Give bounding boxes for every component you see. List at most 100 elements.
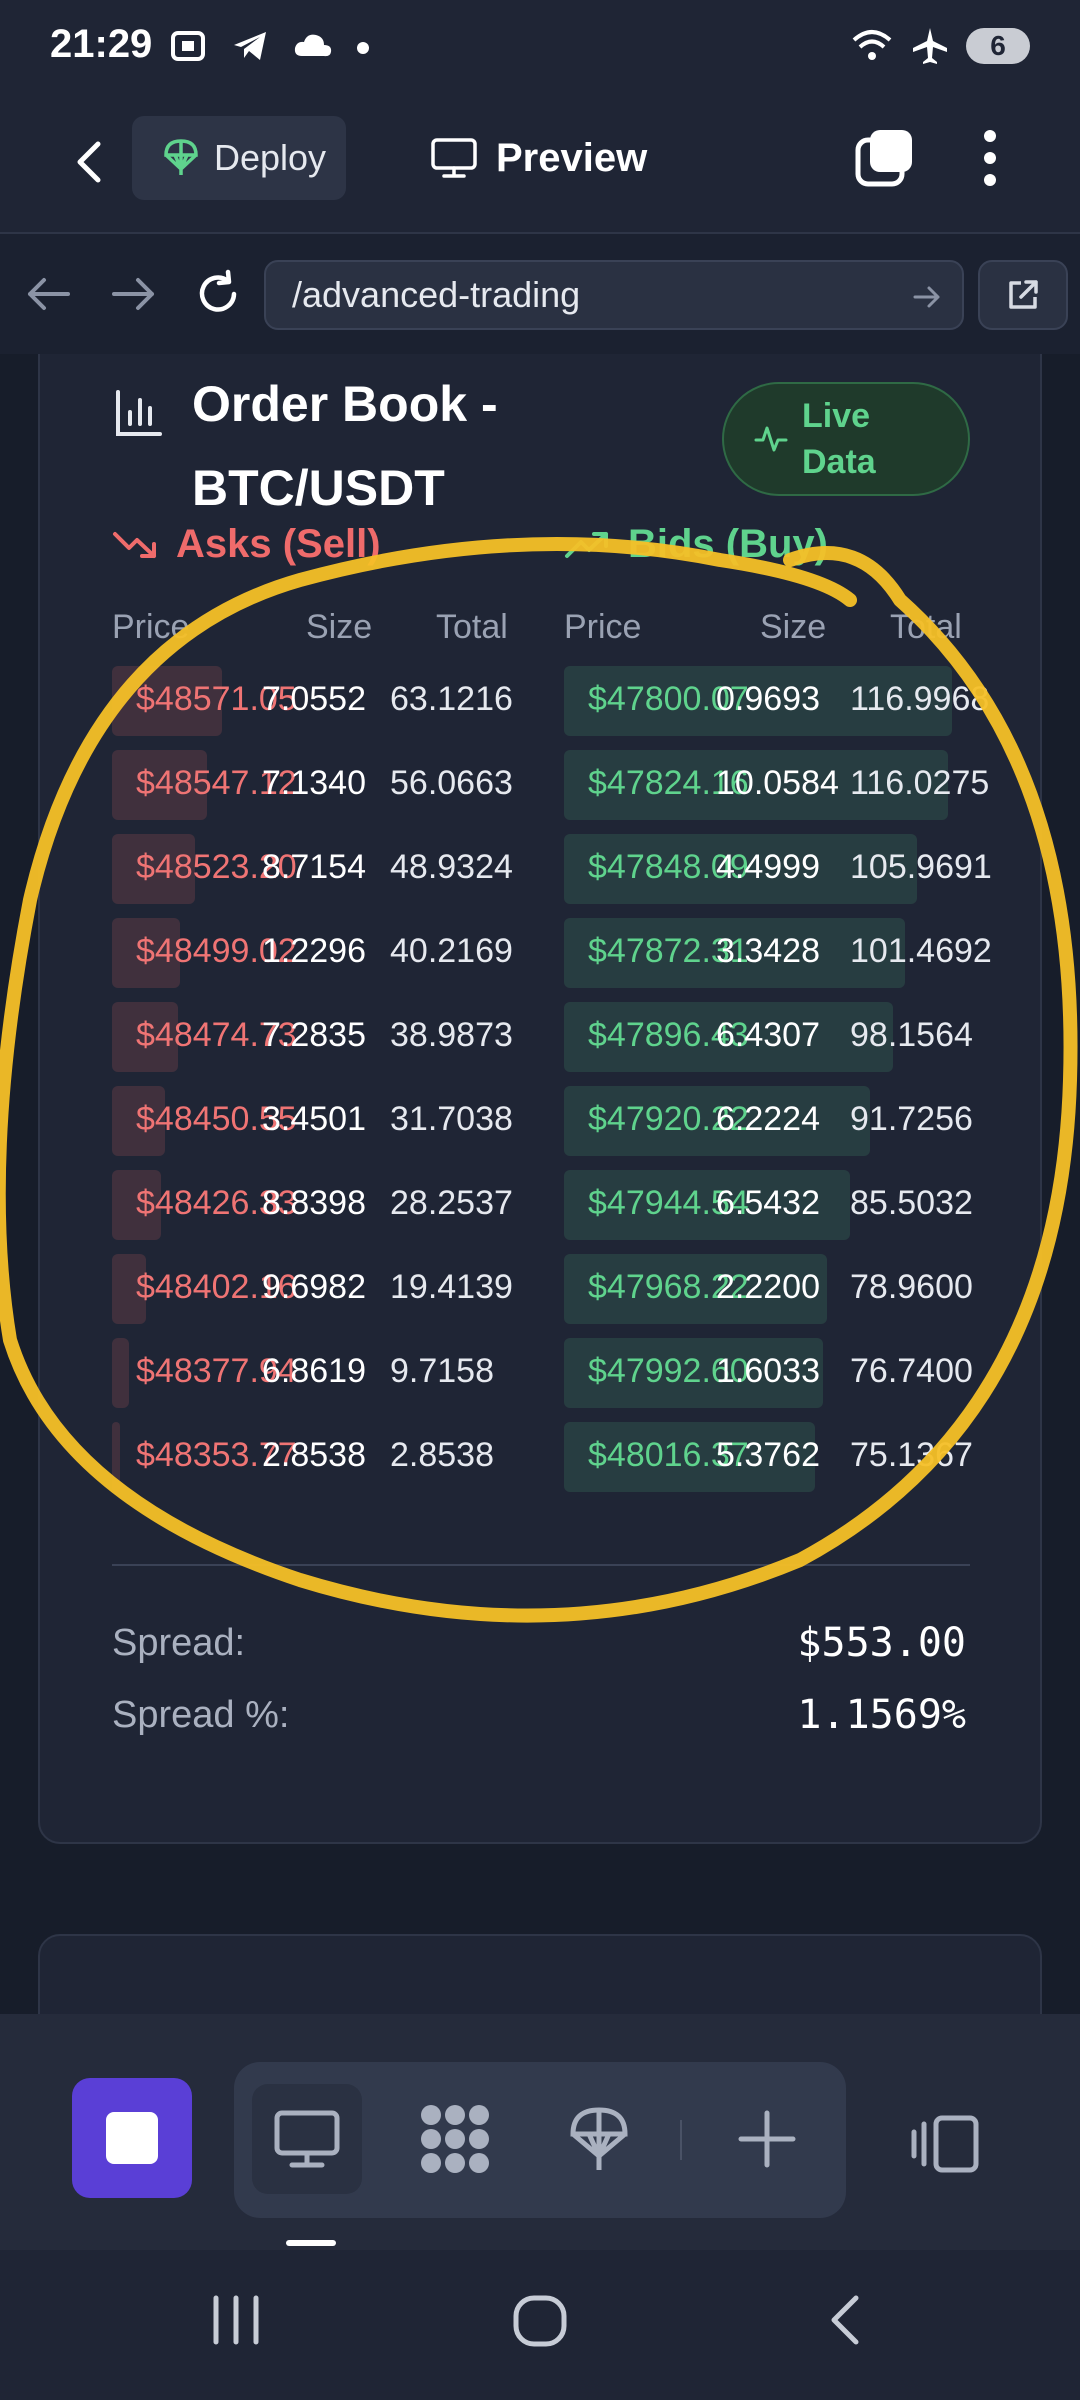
asks-label: Asks (Sell) [176,522,381,566]
ask-total: 31.7038 [390,1100,513,1138]
bid-size: 10.0584 [716,764,839,802]
dot-icon [357,42,369,54]
activity-icon [754,426,788,452]
ask-row[interactable]: $48450.55 3.4501 31.7038 [112,1086,542,1156]
status-bar: 21:29 6 [0,0,1080,96]
ask-row[interactable]: $48426.33 8.8398 28.2537 [112,1170,542,1240]
ask-size: 8.7154 [262,848,366,886]
side-panel-icon[interactable] [908,2114,982,2174]
ask-row[interactable]: $48402.16 9.6982 19.4139 [112,1254,542,1324]
open-external-button[interactable] [978,260,1068,330]
asks-price-header: Price [112,608,190,646]
ask-row[interactable]: $48499.02 1.2296 40.2169 [112,918,542,988]
bid-total: 76.7400 [850,1352,973,1390]
apps-tool-button[interactable] [400,2084,510,2194]
reload-icon[interactable] [192,268,244,320]
ask-total: 19.4139 [390,1268,513,1306]
screenshot-icon [171,31,205,61]
browser-forward-icon[interactable] [108,272,160,316]
battery-level: 6 [990,30,1006,61]
ask-total: 48.9324 [390,848,513,886]
bid-row[interactable]: $47824.16 10.0584 116.0275 [564,750,994,820]
bid-row[interactable]: $47800.07 0.9693 116.9968 [564,666,994,736]
grid-blob-icon [421,2105,489,2173]
telegram-icon [234,32,266,60]
page-content[interactable]: Order Book - BTC/USDT Live Data Asks (Se… [0,354,1080,2014]
tool-separator [680,2120,682,2160]
tool-group [234,2062,846,2218]
ask-total: 63.1216 [390,680,513,718]
ask-size: 7.1340 [262,764,366,802]
ask-size: 3.4501 [262,1100,366,1138]
add-tool-button[interactable] [712,2084,822,2194]
bids-label: Bids (Buy) [628,522,828,566]
cloud-icon [294,34,332,57]
external-link-icon [1009,280,1038,309]
bid-total: 85.5032 [850,1184,973,1222]
bid-total: 75.1367 [850,1436,973,1474]
ask-row[interactable]: $48547.12 7.1340 56.0663 [112,750,542,820]
live-data-label: Live Data [802,397,876,481]
deploy-button[interactable]: Deploy [132,116,346,200]
tabs-icon[interactable] [852,126,916,190]
trending-down-icon [113,531,156,558]
ask-row[interactable]: $48377.94 6.8619 9.7158 [112,1338,542,1408]
bid-row[interactable]: $47944.54 6.5432 85.5032 [564,1170,994,1240]
ask-total: 9.7158 [390,1352,494,1390]
spread-percent-value: 1.1569% [797,1692,966,1738]
bid-row[interactable]: $47992.60 1.6033 76.7400 [564,1338,994,1408]
bid-row[interactable]: $48016.37 5.3762 75.1367 [564,1422,994,1492]
ask-row[interactable]: $48523.20 8.7154 48.9324 [112,834,542,904]
bid-size: 6.4307 [716,1016,820,1054]
bid-total: 101.4692 [850,932,992,970]
ask-total: 56.0663 [390,764,513,802]
preview-label: Preview [496,135,648,180]
monitor-icon [431,138,477,178]
bid-total: 116.0275 [850,764,990,802]
back-arrow-icon[interactable] [60,132,120,192]
stop-button[interactable] [72,2078,192,2198]
ask-total: 40.2169 [390,932,513,970]
bid-row[interactable]: $47872.31 3.3428 101.4692 [564,918,994,988]
battery-indicator: 6 [966,28,1030,64]
bid-row[interactable]: $47968.22 2.2200 78.9600 [564,1254,994,1324]
order-book-card: Order Book - BTC/USDT Live Data Asks (Se… [38,354,1042,1844]
next-card [38,1934,1042,2014]
trending-up-icon [565,531,608,558]
asks-total-header: Total [436,608,508,646]
bid-size: 6.5432 [716,1184,820,1222]
ask-row[interactable]: $48571.05 7.0552 63.1216 [112,666,542,736]
ask-total: 28.2537 [390,1184,513,1222]
system-back-icon[interactable] [820,2290,870,2350]
bids-price-header: Price [564,608,642,646]
monitor-icon [274,2110,340,2168]
home-icon[interactable] [508,2290,572,2350]
ask-row[interactable]: $48353.77 2.8538 2.8538 [112,1422,542,1492]
url-input[interactable]: /advanced-trading [264,260,964,330]
recent-apps-icon[interactable] [206,2290,266,2350]
ask-size: 2.8538 [262,1436,366,1474]
browser-back-icon[interactable] [22,272,74,316]
bids-header: Bids (Buy) [564,522,828,567]
bar-chart-icon [116,390,162,436]
bid-total: 116.9968 [850,680,990,718]
bottom-toolbar [0,2014,1080,2250]
preview-tool-button[interactable] [252,2084,362,2194]
ask-size: 7.0552 [262,680,366,718]
bid-size: 5.3762 [716,1436,820,1474]
bids-size-header: Size [760,608,827,646]
system-navigation-bar [0,2250,1080,2400]
ask-size: 7.2835 [262,1016,366,1054]
bid-row[interactable]: $47920.22 6.2224 91.7256 [564,1086,994,1156]
status-notification-icons [168,26,370,66]
go-arrow-icon[interactable] [912,282,942,312]
bid-row[interactable]: $47848.09 4.4999 105.9691 [564,834,994,904]
more-options-icon[interactable] [970,126,1010,190]
bid-size: 1.6033 [716,1352,820,1390]
bid-row[interactable]: $47896.43 6.4307 98.1564 [564,1002,994,1072]
ask-row[interactable]: $48474.73 7.2835 38.9873 [112,1002,542,1072]
bids-total-header: Total [890,608,962,646]
asks-size-header: Size [306,608,373,646]
deploy-tool-button[interactable] [544,2084,654,2194]
preview-button[interactable]: Preview [430,116,647,200]
